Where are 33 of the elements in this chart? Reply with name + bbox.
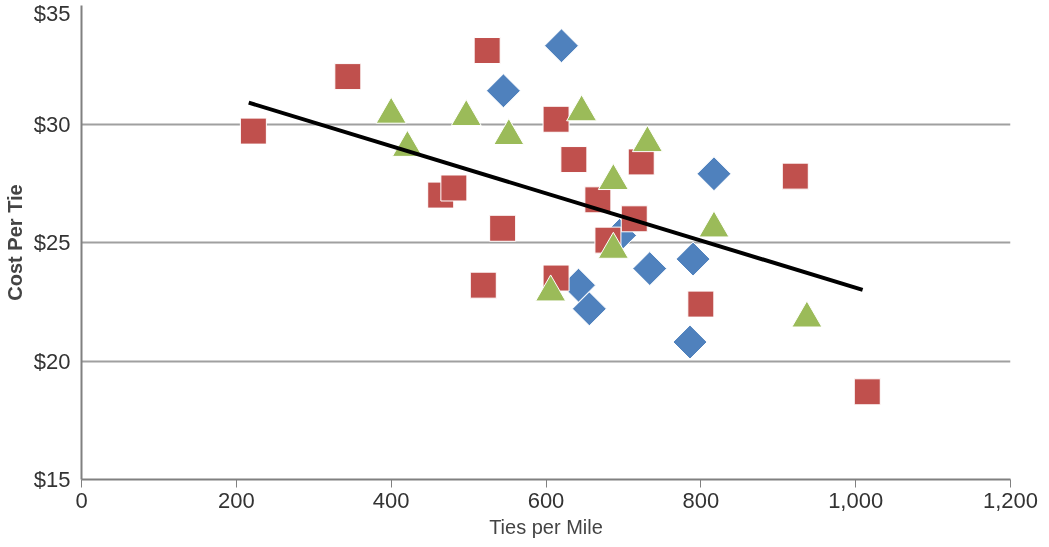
point [696,156,732,192]
x-tick-label: 1,000 [828,487,884,513]
point [239,117,267,145]
x-tick-label: 1,200 [982,487,1039,513]
point [485,73,521,109]
point [627,148,655,176]
x-axis-title: Ties per Mile [489,515,603,538]
point [440,174,468,202]
x-tick-label: 0 [75,487,88,513]
point [544,28,579,64]
point [560,146,588,174]
point [571,291,607,327]
point [672,324,708,360]
x-tick-label: 400 [372,487,410,513]
point [489,214,517,242]
y-tick-label: $15 [33,467,71,492]
y-tick-label: $20 [33,348,71,374]
point [675,241,711,277]
point [542,105,570,133]
y-tick-label: $25 [33,230,71,255]
point [632,251,668,287]
point [853,378,881,406]
y-tick-label: $30 [33,111,71,137]
x-tick-label: 600 [527,487,565,513]
x-tick-label: 200 [217,487,255,513]
y-axis-title: Cost Per Tie [3,184,26,301]
point [781,162,809,190]
point [334,63,362,91]
point [687,290,715,318]
point [469,271,497,299]
y-tick-label: $35 [33,0,71,26]
point [473,37,501,65]
x-tick-label: 800 [682,487,720,513]
